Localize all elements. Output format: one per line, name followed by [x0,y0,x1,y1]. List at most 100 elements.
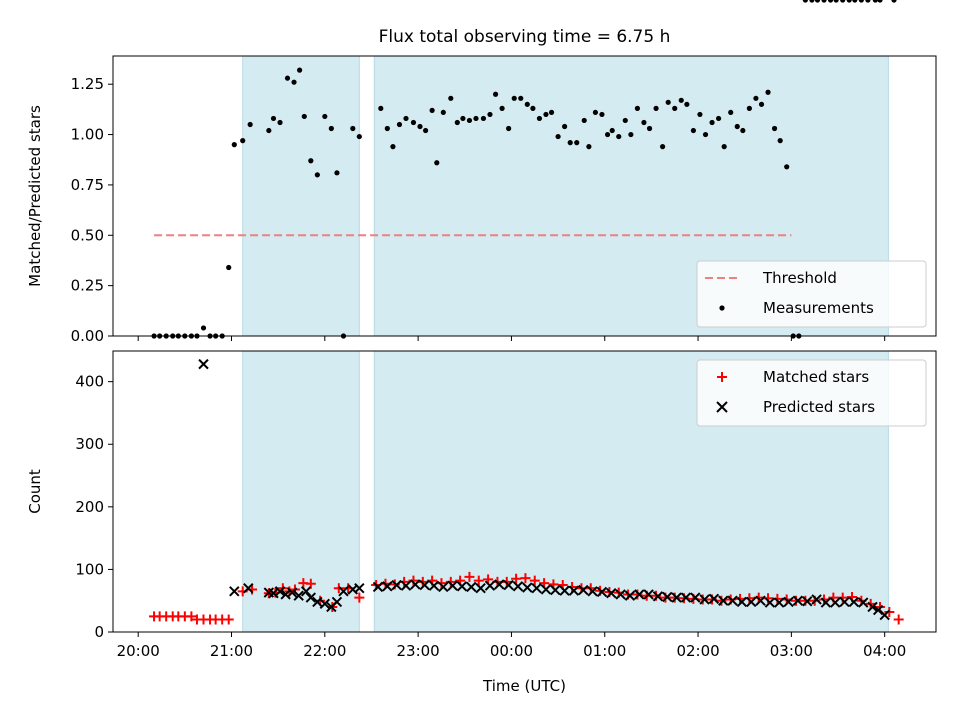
predicted-star-point [293,590,304,601]
measurement-point [567,140,573,146]
measurement-point [690,127,696,134]
predicted-star-point [419,579,430,591]
measurement-point [291,79,297,85]
matched-star-point [464,571,475,582]
matched-star-point [697,594,708,605]
measurement-point [891,0,897,3]
predicted-star-point [438,581,449,593]
matched-star-point [632,589,643,600]
measurement-point [821,0,827,3]
predicted-star-point [372,581,384,593]
x-tick-label: 03:00 [770,642,813,660]
measurement-point [592,109,599,116]
measurement-point [684,101,690,107]
measurement-point [740,127,746,134]
predicted-star-point [400,580,412,591]
matched-star-point [186,611,197,622]
measurement-point [721,144,727,150]
predicted-star-point [540,584,552,595]
predicted-star-point [736,596,748,608]
predicted-star-point [305,592,317,603]
measurement-point [466,117,473,124]
measurement-point [499,105,505,111]
predicted-star-point [662,591,673,603]
measurement-point [511,95,517,101]
measurement-point [543,111,549,118]
legend-label: Matched stars [763,368,869,386]
legend-box [696,260,927,328]
matched-star-point [445,576,456,587]
predicted-star-point [820,597,832,608]
y-tick-label: 100 [75,560,104,578]
measurement-point [460,115,466,122]
measurement-point [599,111,605,118]
matched-star-point [520,573,531,584]
predicted-star-point [783,596,794,608]
predicted-star-point [690,592,701,603]
predicted-star-point [475,582,486,594]
measurement-point [473,115,479,122]
measurement-point [753,95,759,101]
predicted-star-point [606,587,617,599]
matched-star-point [529,575,540,586]
y-tick-label: 1.25 [71,75,104,93]
legend-box [696,359,927,427]
predicted-star-point [578,584,589,596]
y-tick-label: 0 [94,623,104,641]
legend-label: Threshold [762,269,837,287]
measurement-point [226,264,232,271]
predicted-star-point [286,587,298,598]
measurement-point [322,113,328,120]
measurement-point [231,142,237,148]
predicted-star-point [867,601,878,613]
measurement-point [665,99,671,105]
matched-star-point [223,614,234,625]
measurement-point [877,0,883,3]
measurement-point [314,172,320,178]
measurement-point [378,105,384,111]
measurement-point [270,115,277,122]
measurement-point [403,115,409,122]
measurement-point [833,0,839,3]
predicted-star-point [830,597,841,608]
observing-window-shade [242,55,360,337]
x-tick-label: 22:00 [303,642,346,660]
matched-star-point [893,614,904,625]
series-predicted-stars [198,358,890,621]
y-tick-label: 0.75 [71,176,104,194]
measurement-point [758,101,765,107]
measurement-point [865,0,871,3]
chart-title: Flux total observing time = 6.75 h [379,27,671,47]
predicted-star-point [319,598,331,610]
measurement-point [384,125,390,132]
predicted-star-point [699,594,710,605]
measurement-point [506,125,512,132]
measurement-point [646,125,653,132]
measurement-point [765,89,771,95]
predicted-star-point [802,596,813,607]
predicted-star-point [531,582,542,594]
measurement-point [429,107,435,113]
measurement-point [548,109,555,116]
bottom-panel: 20:00 21:00 22:00 23:00 00:00 01:00 02:00 03:00… [26,350,937,660]
matched-star-point [884,606,895,617]
measurement-point [555,133,561,140]
measurement-point [480,115,487,122]
predicted-star-point [198,358,209,370]
measurement-point [641,119,647,126]
measurement-point [734,123,740,130]
measurement-point [524,101,530,107]
predicted-star-point [764,597,776,608]
predicted-star-point [792,595,804,606]
measurement-point [771,125,778,132]
x-axis-label: Time (UTC) [482,677,566,695]
matched-star-point [333,583,344,594]
predicted-star-point [839,596,850,608]
measurement-point [634,105,641,111]
measurement-point [858,0,864,3]
measurement-point [697,111,703,118]
y-tick-label: 1.00 [71,126,104,144]
measurement-point [247,121,253,128]
measurement-point [308,158,314,164]
